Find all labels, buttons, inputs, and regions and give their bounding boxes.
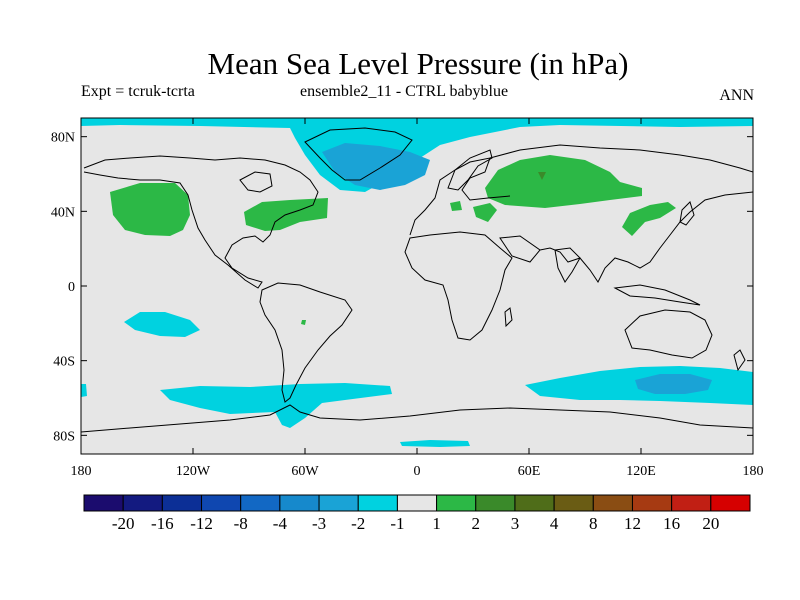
colorbar-label: -12 (190, 514, 213, 533)
colorbar-label: -4 (273, 514, 288, 533)
colorbar-swatch (475, 494, 516, 512)
colorbar-label: 1 (432, 514, 441, 533)
greenland-negative-core (322, 143, 430, 190)
y-tick-label: 80S (53, 429, 75, 444)
black-sea-positive (473, 203, 497, 222)
colorbar-swatch (671, 494, 712, 512)
coast-north-america (83, 155, 319, 289)
southern-ocean-negative-west (160, 383, 392, 428)
x-tick-label: 60W (291, 464, 319, 479)
colorbar-swatch (436, 494, 477, 512)
colorbar-swatch (201, 494, 242, 512)
colorbar-label: 3 (511, 514, 520, 533)
eurasia-positive-core (538, 172, 546, 180)
colorbar-swatch (122, 494, 163, 512)
y-axis: 80N 40N 0 40S 80S (51, 131, 753, 444)
colorbar-swatch (240, 494, 281, 512)
colorbar-swatch (553, 494, 594, 512)
eurasia-positive (485, 155, 642, 208)
colorbar-label: -2 (351, 514, 365, 533)
brazil-positive-dot (301, 320, 306, 325)
colorbar-swatch (83, 494, 124, 512)
colorbar-swatch (161, 494, 203, 512)
colorbar-label: 16 (663, 514, 680, 533)
contour-regions (81, 118, 753, 447)
season-label: ANN (719, 87, 754, 104)
coast-africa (404, 231, 513, 341)
x-axis: 180 120W 60W 0 60E 120E 180 (71, 118, 764, 479)
southern-ocean-negative-core (635, 374, 712, 394)
colorbar-label: -1 (390, 514, 404, 533)
colorbar-swatch (631, 494, 673, 512)
coast-japan (679, 201, 695, 226)
colorbar-label: -3 (312, 514, 326, 533)
experiment-label: Expt = tcruk-tcrta (81, 83, 195, 100)
coast-asia (489, 144, 753, 283)
colorbar-label: 2 (472, 514, 481, 533)
south-pacific-negative (124, 312, 200, 337)
mediterranean-positive (450, 201, 462, 211)
colorbar: -20 -16 -12 -8 -4 -3 -2 -1 1 2 3 4 8 12 16 20 (83, 494, 751, 533)
coast-india (554, 247, 581, 283)
x-tick-label: 180 (71, 464, 92, 479)
x-tick-label: 120W (176, 464, 211, 479)
y-tick-label: 40N (51, 205, 75, 220)
coast-hudson-bay (239, 171, 273, 193)
coast-antarctica (81, 404, 753, 433)
coast-south-america (259, 282, 353, 403)
coast-europe (409, 157, 511, 236)
coast-new-zealand (733, 349, 746, 372)
colorbar-swatch (357, 494, 398, 512)
y-tick-label: 40S (53, 355, 75, 370)
coast-australia (624, 309, 713, 359)
north-pacific-positive (110, 183, 190, 236)
colorbar-swatch (318, 494, 359, 512)
colorbar-label: 4 (550, 514, 559, 533)
colorbar-label: -8 (234, 514, 248, 533)
y-tick-label: 80N (51, 131, 75, 146)
colorbar-swatch (514, 494, 555, 512)
coast-indonesia (613, 284, 701, 306)
colorbar-label: -20 (112, 514, 135, 533)
colorbar-label: 12 (624, 514, 641, 533)
west-edge-negative (81, 384, 87, 397)
ensemble-label: ensemble2_11 - CTRL babyblue (300, 83, 509, 100)
coast-arabia (499, 235, 541, 263)
colorbar-label: 20 (702, 514, 719, 533)
east-asia-positive (622, 202, 676, 236)
colorbar-swatch (592, 494, 633, 512)
coast-greenland (304, 127, 413, 181)
colorbar-label: 8 (589, 514, 598, 533)
map-plot-area (81, 118, 753, 454)
colorbar-swatch (396, 494, 438, 512)
x-tick-label: 60E (518, 464, 541, 479)
antarctic-negative-small (400, 440, 470, 447)
x-tick-label: 0 (414, 464, 421, 479)
map-title: Mean Sea Level Pressure (in hPa) (207, 46, 629, 81)
y-tick-label: 0 (68, 280, 75, 295)
coast-madagascar (504, 307, 513, 328)
colorbar-label: -16 (151, 514, 174, 533)
x-tick-label: 180 (743, 464, 764, 479)
colorbar-swatch (710, 494, 751, 512)
x-tick-label: 120E (626, 464, 656, 479)
coast-scandinavia (447, 149, 493, 191)
colorbar-swatch (279, 494, 320, 512)
coastlines (81, 127, 753, 433)
